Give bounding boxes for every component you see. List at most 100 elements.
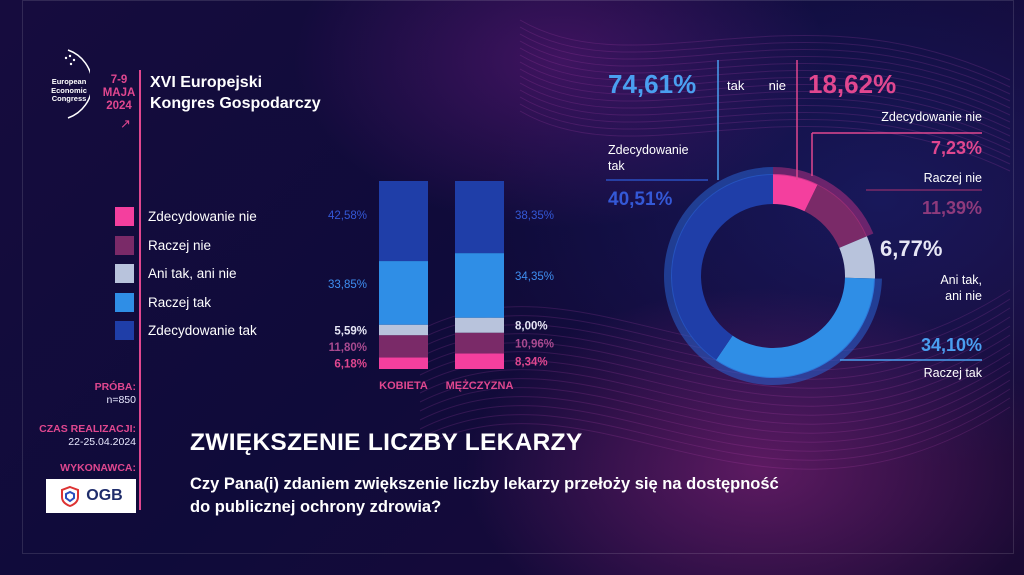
slice-name-label: Raczej tak xyxy=(924,366,983,380)
wave-line xyxy=(419,397,1011,461)
wave-line xyxy=(519,33,1011,95)
wave-line xyxy=(419,406,1011,470)
legend-swatch xyxy=(115,292,134,312)
slice-value-label: 40,51% xyxy=(608,189,673,210)
legend-item: Zdecydowanie nie xyxy=(115,207,257,226)
wave-line xyxy=(519,19,1011,81)
legend-label: Zdecydowanie nie xyxy=(148,209,257,224)
slice-name-label: Raczej nie xyxy=(924,171,982,185)
nie-total-value: 18,62% xyxy=(808,69,896,99)
question-line-1: Czy Pana(i) zdaniem zwiększenie liczby l… xyxy=(190,475,779,493)
slice-value-label: 7,23% xyxy=(931,138,982,158)
bar-value-label: 6,18% xyxy=(334,359,367,371)
header-divider xyxy=(139,70,141,510)
bar-value-label: 5,59% xyxy=(334,325,367,337)
legend-label: Zdecydowanie tak xyxy=(148,323,257,338)
bar-value-label: 33,85% xyxy=(328,279,367,291)
bar-segment xyxy=(455,253,504,318)
bar-segment xyxy=(455,353,504,369)
bar-segment xyxy=(379,261,428,325)
wave-line xyxy=(519,68,1011,130)
wave-line xyxy=(519,40,1011,102)
legend-item: Ani tak, ani nie xyxy=(115,264,237,283)
wave-line xyxy=(519,110,1011,172)
dates-line-2: MAJA xyxy=(102,87,136,99)
category-label: KOBIETA xyxy=(379,380,428,392)
wave-line xyxy=(419,370,1011,434)
contractor-label: WYKONAWCA: xyxy=(60,462,136,474)
question-line-2: do publicznej ochrony zdrowia? xyxy=(190,498,442,516)
bar-segment xyxy=(455,181,504,254)
legend-label: Raczej nie xyxy=(148,237,212,253)
tak-total-label: tak xyxy=(727,78,745,93)
bar-value-label: 34,35% xyxy=(515,271,554,283)
dates-line-1: 7-9 xyxy=(110,74,128,86)
dates-line-3: 2024 xyxy=(106,100,132,112)
wave-line xyxy=(519,82,1011,144)
slice-name-label: ani nie xyxy=(945,289,982,303)
tak-total-value: 74,61% xyxy=(608,69,696,99)
slice-value-label: 34,10% xyxy=(921,335,982,355)
wave-line xyxy=(519,47,1011,109)
survey-question: Czy Pana(i) zdaniem zwiększenie liczby l… xyxy=(190,473,779,519)
legend-swatch xyxy=(115,235,134,255)
slice-name-label: Zdecydowanie nie xyxy=(881,110,982,124)
ogb-shield-icon xyxy=(61,485,80,507)
bar-segment xyxy=(379,335,428,358)
wave-line xyxy=(419,352,1011,416)
event-title-line-2: Kongres Gospodarczy xyxy=(150,95,321,112)
bar-value-label: 38,35% xyxy=(515,210,554,222)
donut-slice xyxy=(773,174,818,212)
donut-slice xyxy=(715,277,875,378)
wave-line xyxy=(519,26,1011,88)
wave-line xyxy=(419,361,1011,425)
wave-line xyxy=(519,89,1011,151)
bar-segment xyxy=(455,317,504,333)
bar-value-label: 11,80% xyxy=(329,342,367,354)
bar-segment xyxy=(379,357,428,369)
bar-value-label: 10,96% xyxy=(515,339,554,351)
donut-slice xyxy=(671,174,773,361)
wave-line xyxy=(519,61,1011,123)
category-label: MĘŻCZYZNA xyxy=(446,379,514,392)
event-title-line-1: XVI Europejski xyxy=(150,74,263,91)
slice-value-label: 11,39% xyxy=(922,198,982,218)
bar-segment xyxy=(379,181,428,262)
sample-value: n=850 xyxy=(106,394,137,406)
bar-value-label: 8,34% xyxy=(515,357,548,369)
slice-name-label: Ani tak, xyxy=(940,273,982,287)
ogb-logo: OGB xyxy=(46,479,136,513)
wave-line xyxy=(419,388,1011,452)
slice-value-label: 6,77% xyxy=(880,236,942,261)
wave-line xyxy=(519,75,1011,137)
wave-line xyxy=(419,379,1011,443)
donut-chart: 74,61% tak nie 18,62% Zdecydowanie nie 7,23% R… xyxy=(606,60,983,385)
legend-item: Raczej nie xyxy=(115,235,212,255)
sample-label: PRÓBA: xyxy=(94,381,136,393)
period-value: 22-25.04.2024 xyxy=(68,436,136,448)
period-label: CZAS REALIZACJI: xyxy=(39,423,136,435)
bar-segment xyxy=(455,332,504,354)
eec-logo-icon xyxy=(64,49,90,119)
legend-item: Zdecydowanie tak xyxy=(115,321,257,340)
donut-slice xyxy=(804,184,867,248)
arrow-up-right-icon: ↗ xyxy=(120,116,131,131)
ogb-logo-text: OGB xyxy=(86,487,123,504)
nie-total-label: nie xyxy=(769,78,786,93)
bar-value-label: 42,58% xyxy=(328,210,367,222)
legend-swatch xyxy=(115,207,134,226)
legend-swatch xyxy=(115,321,134,340)
bar-segment xyxy=(379,324,428,336)
eec-logo-text: European Economic Congress xyxy=(51,77,87,103)
stacked-bar-chart: 6,18% 11,80% 5,59% 33,85% 42,58% KOBIETA 8,34%… xyxy=(328,181,554,392)
legend-label: Ani tak, ani nie xyxy=(148,266,237,281)
bar-value-label: 8,00% xyxy=(515,321,548,333)
event-title: XVI Europejski Kongres Gospodarczy xyxy=(150,72,321,114)
wave-line xyxy=(519,96,1011,158)
legend-swatch xyxy=(115,264,134,283)
wave-line xyxy=(519,54,1011,116)
nie-total-arc xyxy=(772,167,874,237)
slide-frame xyxy=(22,0,1014,554)
